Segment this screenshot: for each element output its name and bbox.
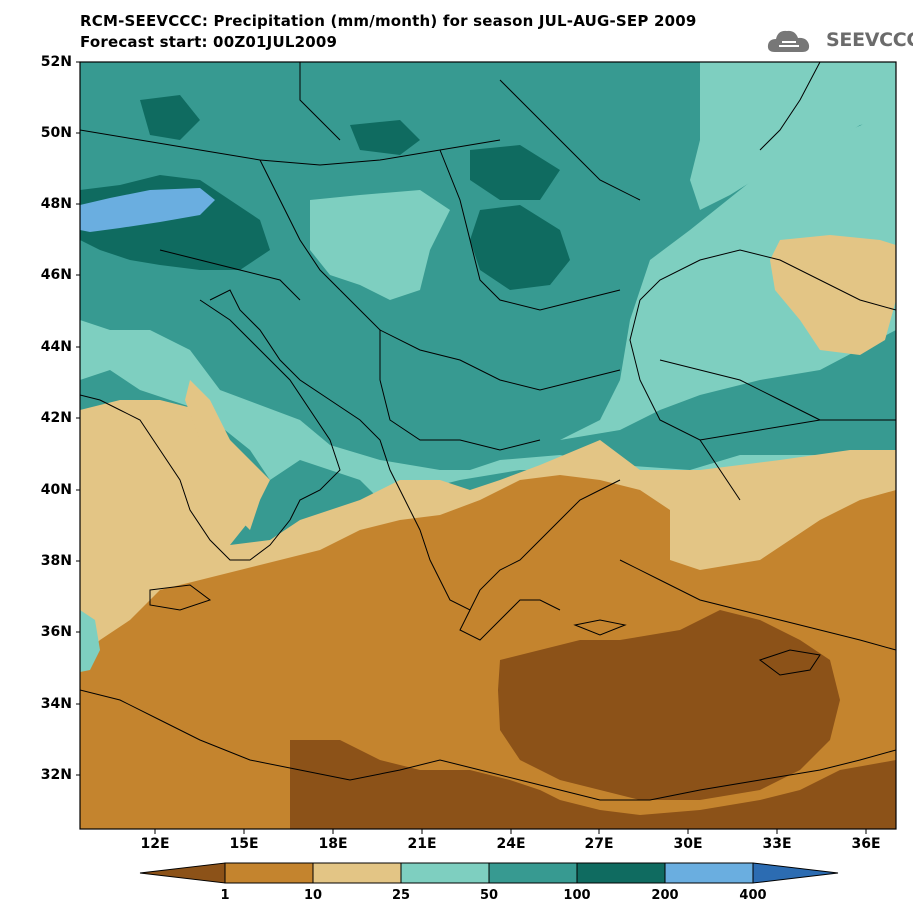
field-below-1-east bbox=[498, 610, 840, 800]
lon-label: 27E bbox=[584, 836, 614, 852]
lon-label: 24E bbox=[496, 836, 526, 852]
lon-label: 12E bbox=[140, 836, 170, 852]
colorbar-label: 1 bbox=[220, 888, 230, 903]
colorbar-segment-25-50 bbox=[400, 862, 490, 884]
lat-label: 40N bbox=[40, 482, 72, 498]
field-200-400 bbox=[80, 188, 215, 232]
colorbar-segment-1-10 bbox=[224, 862, 314, 884]
lat-label: 32N bbox=[40, 767, 72, 783]
forecast-start: Forecast start: 00Z01JUL2009 bbox=[80, 33, 338, 51]
lat-label: 46N bbox=[40, 267, 72, 283]
field-100-200-poland bbox=[350, 120, 420, 155]
colorbar-segment-200-400 bbox=[664, 862, 754, 884]
field-25-50-east bbox=[80, 62, 896, 500]
colorbar-segment-above-400 bbox=[752, 862, 839, 884]
colorbar-label: 400 bbox=[739, 888, 767, 903]
field-25-50-north bbox=[690, 62, 896, 210]
lon-label: 15E bbox=[229, 836, 259, 852]
map-field bbox=[80, 62, 896, 829]
logo-text: SEEVCCC bbox=[826, 29, 913, 51]
colorbar-label: 50 bbox=[479, 888, 499, 903]
field-25-50-pannonian bbox=[310, 190, 450, 300]
colorbar-label: 100 bbox=[563, 888, 591, 903]
field-100-200-ukr bbox=[470, 145, 560, 200]
colorbar-label: 25 bbox=[391, 888, 411, 903]
lon-label: 33E bbox=[762, 836, 792, 852]
colorbar-segment-100-200 bbox=[576, 862, 666, 884]
lon-ticks bbox=[154, 829, 867, 834]
lat-label: 38N bbox=[40, 553, 72, 569]
field-1-10-west bbox=[80, 690, 240, 829]
coastlines-borders bbox=[80, 62, 896, 801]
colorbar-label: 200 bbox=[651, 888, 679, 903]
colorbar-segment-below-1 bbox=[139, 862, 226, 884]
colorbar-segment-10-25 bbox=[312, 862, 402, 884]
lon-label: 30E bbox=[673, 836, 703, 852]
lat-ticks bbox=[76, 61, 80, 776]
map-frame bbox=[79, 61, 897, 830]
lat-label: 42N bbox=[40, 410, 72, 426]
colorbar bbox=[139, 862, 839, 884]
lat-label: 44N bbox=[40, 339, 72, 355]
field-10-25-crimea bbox=[770, 235, 896, 355]
lat-label: 50N bbox=[40, 125, 72, 141]
lon-label: 36E bbox=[851, 836, 881, 852]
lat-label: 52N bbox=[40, 54, 72, 70]
lon-label: 18E bbox=[318, 836, 348, 852]
field-100-200-carpathian bbox=[470, 205, 570, 290]
map-title: RCM-SEEVCCC: Precipitation (mm/month) fo… bbox=[80, 12, 697, 30]
colorbar-label: 10 bbox=[303, 888, 323, 903]
field-10-25-italy bbox=[185, 380, 260, 530]
field-25-50-cyprus-west bbox=[80, 610, 100, 672]
lat-label: 36N bbox=[40, 624, 72, 640]
lat-label: 34N bbox=[40, 696, 72, 712]
colorbar-segment-50-100 bbox=[488, 862, 578, 884]
field-below-1-africa bbox=[290, 740, 896, 829]
lon-label: 21E bbox=[407, 836, 437, 852]
field-100-200-north bbox=[140, 95, 200, 140]
cloud-logo-icon bbox=[767, 30, 810, 52]
lat-label: 48N bbox=[40, 196, 72, 212]
